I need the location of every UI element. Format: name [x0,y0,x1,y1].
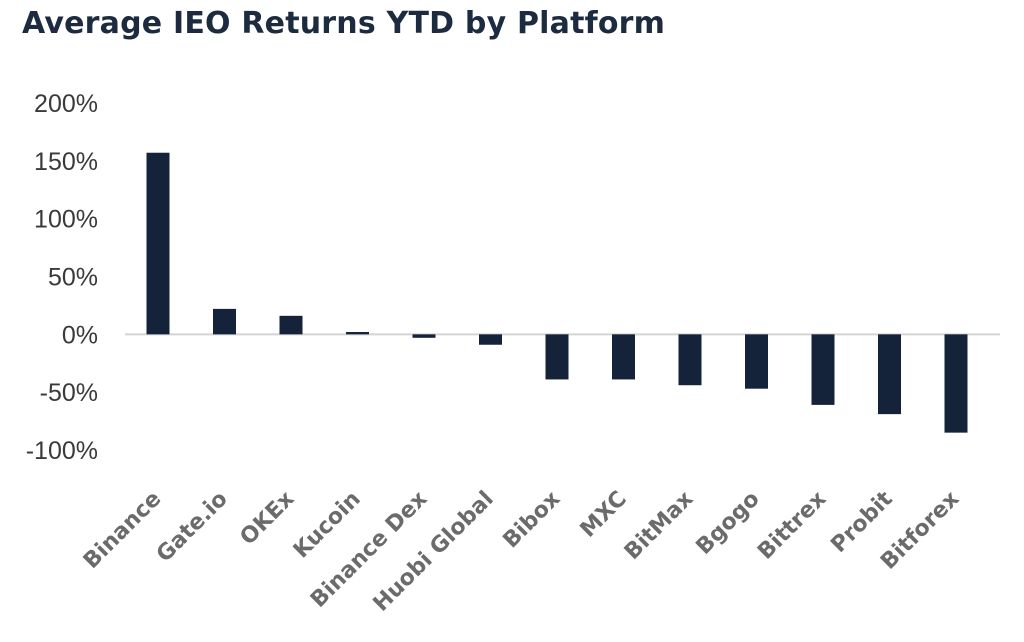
bar-mxc [612,334,635,380]
x-tick-label: Gate.io [152,487,233,568]
y-tick-label: 100% [34,206,98,234]
x-tick-label: MXC [576,487,632,543]
x-tick-label: BitMax [620,487,698,565]
y-tick-label: -100% [26,437,98,465]
chart-title: Average IEO Returns YTD by Platform [22,6,666,41]
y-tick-label: 0% [62,321,98,349]
bar-binance-dex [412,334,436,338]
bar-bittrex [811,334,835,405]
y-axis: 200% 150% 100% 50% 0% -50% -100% [26,90,98,465]
y-tick-label: 200% [34,90,98,118]
x-tick-label: Bibox [499,487,566,554]
bar-bitmax [678,334,702,386]
bar-kucoin [346,332,369,335]
bar-gate-io [213,308,236,335]
bar-binance [146,152,170,335]
bar-okex [279,315,303,335]
bar-huobi-global [479,334,502,345]
y-tick-label: -50% [40,379,98,407]
bar-bitforex [944,334,968,433]
bars-group [146,152,968,433]
x-tick-label: Huobi Global [369,487,499,617]
bar-bibox [545,334,569,380]
y-tick-label: 50% [48,264,98,292]
bar-bgogo [745,334,768,389]
y-tick-label: 150% [34,148,98,176]
x-tick-label: OKEx [236,487,300,551]
bar-probit [878,334,901,415]
x-tick-label: Binance Dex [306,487,432,613]
x-tick-label: Binance [79,487,166,574]
x-tick-label: Bittrex [753,487,831,565]
